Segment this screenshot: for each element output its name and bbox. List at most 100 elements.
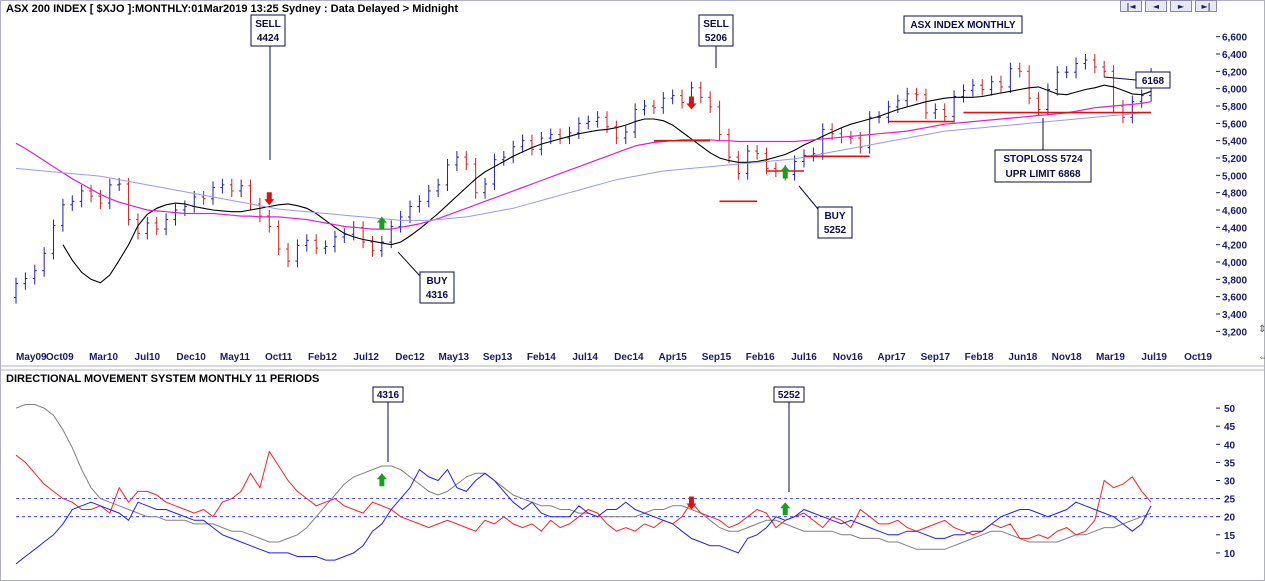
price-y-tick-label: 6,600	[1222, 33, 1247, 44]
annotation-dms-4316: 4316	[372, 386, 404, 462]
price-y-tick-label: 6,200	[1222, 67, 1247, 78]
annotation-sell-label: SELL	[255, 19, 281, 30]
dms-y-tick-label: 15	[1224, 531, 1236, 542]
x-tick-label: May09	[16, 352, 47, 363]
sell-arrow-icon	[264, 192, 275, 206]
annotation-sell-value: 4424	[257, 33, 280, 44]
x-tick-label: Mar10	[89, 352, 118, 363]
dms-y-tick-label: 10	[1224, 549, 1236, 560]
dms-y-tick-label: 50	[1224, 404, 1236, 415]
scroll-arrow-icon[interactable]: ⇕	[1258, 324, 1265, 335]
x-tick-label: Sep15	[702, 352, 732, 363]
x-tick-label: Apr17	[877, 352, 906, 363]
dms-y-tick-label: 40	[1224, 440, 1236, 451]
price-y-tick-label: 3,600	[1222, 293, 1247, 304]
last-page-button[interactable]: ►|	[1195, 0, 1217, 12]
x-tick-label: May13	[438, 352, 469, 363]
x-tick-label: Dec14	[614, 352, 644, 363]
next-page-button[interactable]: ►	[1170, 0, 1192, 12]
price-y-tick-label: 4,600	[1222, 206, 1247, 217]
annotation-buy-value: 4316	[426, 290, 449, 301]
annotation-sell-value-2: 5206	[705, 33, 728, 44]
sell-arrow-icon	[686, 96, 697, 110]
x-tick-label: Feb16	[746, 352, 775, 363]
x-tick-label: Nov18	[1052, 352, 1082, 363]
dms-label-5252: 5252	[778, 390, 801, 401]
previous-page-button[interactable]: ◄	[1145, 0, 1167, 12]
dms-line-3	[15, 468, 1152, 565]
dms-y-tick-label: 30	[1224, 477, 1236, 488]
x-tick-label: Apr15	[658, 352, 687, 363]
moving-average-line-2	[15, 101, 1152, 230]
annotation-buy-4316: BUY 4316	[397, 251, 455, 304]
x-tick-label: Jul10	[135, 352, 161, 363]
price-y-tick-label: 5,400	[1222, 137, 1247, 148]
x-tick-label: Feb14	[527, 352, 556, 363]
price-y-tick-label: 5,000	[1222, 171, 1247, 182]
price-y-tick-label: 4,000	[1222, 258, 1247, 269]
price-y-tick-label: 4,400	[1222, 223, 1247, 234]
dms-line-1	[15, 404, 1152, 550]
price-y-tick-label: 5,800	[1222, 102, 1247, 113]
annotation-index-label: ASX INDEX MONTHLY	[903, 15, 1023, 34]
last-price-text: 6168	[1142, 76, 1165, 87]
x-tick-label: Oct19	[1184, 352, 1212, 363]
first-page-button[interactable]: |◄	[1120, 0, 1142, 12]
x-tick-label: Oct09	[46, 352, 74, 363]
x-tick-label: Mar19	[1096, 352, 1125, 363]
annotation-sell-4424: SELL 4424	[250, 14, 286, 160]
price-y-tick-label: 6,400	[1222, 50, 1247, 61]
x-tick-label: Oct11	[265, 352, 293, 363]
dms-y-tick-label: 20	[1224, 513, 1236, 524]
x-tick-label: Nov16	[833, 352, 863, 363]
annotation-stoploss: STOPLOSS 5724 UPR LIMIT 6868	[994, 118, 1092, 183]
price-panel: 3,200 3,400 3,600 3,800 4,000 4,200 4,400 4,600…	[14, 33, 1247, 363]
x-tick-label: May11	[220, 352, 250, 363]
price-y-tick-label: 3,400	[1222, 310, 1247, 321]
x-tick-label: Jul14	[572, 352, 598, 363]
x-tick-label: Jun18	[1008, 352, 1037, 363]
price-y-tick-label: 6,000	[1222, 85, 1247, 96]
price-chart-title: ASX 200 INDEX [ $XJO ]:MONTHLY:01Mar2019…	[6, 3, 458, 15]
x-tick-label: Feb18	[965, 352, 994, 363]
stoploss-text: STOPLOSS 5724	[1003, 154, 1083, 165]
upper-limit-text: UPR LIMIT 6868	[1005, 169, 1080, 180]
buy-arrow-icon	[376, 473, 387, 487]
price-y-tick-label: 4,200	[1222, 241, 1247, 252]
buy-arrow-icon	[780, 502, 791, 516]
dms-y-tick-label: 25	[1224, 495, 1236, 506]
x-tick-label: Dec10	[176, 352, 206, 363]
dms-chart-title: DIRECTIONAL MOVEMENT SYSTEM MONTHLY 11 P…	[6, 373, 319, 385]
x-tick-label: Dec12	[395, 352, 425, 363]
annotation-dms-5252: 5252	[773, 386, 805, 492]
buy-arrow-icon	[780, 165, 791, 179]
price-y-tick-label: 5,200	[1222, 154, 1247, 165]
annotation-buy-value-2: 5252	[824, 225, 847, 236]
x-tick-label: Sep17	[921, 352, 951, 363]
dms-panel: 10 15 20 25 30 35 40 45 50	[15, 404, 1236, 565]
price-y-tick-label: 5,600	[1222, 119, 1247, 130]
dms-label-4316: 4316	[377, 390, 400, 401]
x-tick-label: Jul16	[791, 352, 817, 363]
x-tick-label: Jul12	[353, 352, 379, 363]
annotation-last-price: 6168	[1103, 71, 1171, 89]
sell-arrow-icon	[686, 496, 697, 510]
moving-average-line-3	[15, 111, 1152, 221]
price-y-tick-label: 3,200	[1222, 327, 1247, 338]
x-tick-label: Jul19	[1141, 352, 1167, 363]
dms-line-2	[15, 450, 1152, 539]
price-y-tick-label: 4,800	[1222, 189, 1247, 200]
index-label-text: ASX INDEX MONTHLY	[910, 20, 1016, 31]
dms-y-tick-label: 35	[1224, 458, 1236, 469]
annotation-sell-label-2: SELL	[703, 19, 729, 30]
buy-arrow-icon	[376, 216, 387, 230]
price-y-tick-label: 3,800	[1222, 275, 1247, 286]
annotation-buy-5252: BUY 5252	[798, 185, 853, 239]
moving-average-line-1	[62, 84, 1152, 284]
x-tick-label: Sep13	[483, 352, 513, 363]
dms-y-tick-label: 45	[1224, 422, 1236, 433]
annotation-sell-5206: SELL 5206	[698, 14, 734, 68]
scroll-arrow-icon-2[interactable]: ⇔	[1258, 352, 1265, 363]
